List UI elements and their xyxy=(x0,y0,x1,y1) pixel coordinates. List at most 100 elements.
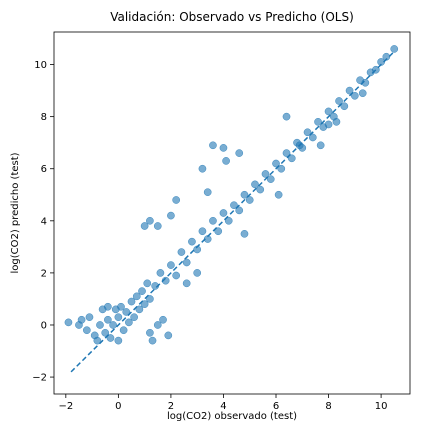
data-point xyxy=(235,149,244,157)
data-point xyxy=(287,154,296,163)
data-point xyxy=(172,196,181,204)
data-point xyxy=(106,334,115,342)
data-point xyxy=(235,206,244,215)
data-point xyxy=(332,118,341,126)
data-point xyxy=(219,144,228,152)
data-point xyxy=(146,216,154,225)
data-point xyxy=(222,157,230,165)
data-point xyxy=(282,112,291,121)
data-point xyxy=(324,120,333,129)
data-point xyxy=(172,271,181,280)
y-axis-label: log(CO2) predicho (test) xyxy=(10,152,21,273)
data-point xyxy=(114,313,123,322)
data-point xyxy=(138,287,146,295)
data-point xyxy=(324,107,333,116)
data-point xyxy=(193,269,202,277)
data-point xyxy=(159,315,167,324)
points-layer xyxy=(64,45,399,345)
data-point xyxy=(132,292,141,301)
data-point xyxy=(101,328,110,337)
data-point xyxy=(119,326,128,335)
data-point xyxy=(104,302,112,311)
y-tick-label: 4 xyxy=(41,216,47,227)
data-point xyxy=(256,185,265,194)
data-point xyxy=(125,318,133,327)
data-point xyxy=(114,336,123,345)
data-point xyxy=(143,279,152,288)
data-point xyxy=(251,180,259,189)
data-point xyxy=(93,336,102,345)
data-point xyxy=(182,258,191,267)
plot-frame xyxy=(53,31,411,395)
data-point xyxy=(314,118,322,126)
data-point xyxy=(64,318,73,327)
data-point xyxy=(167,261,175,269)
data-point xyxy=(153,222,162,230)
data-point xyxy=(85,313,94,322)
data-point xyxy=(198,164,207,173)
x-tick-label: 10 xyxy=(375,401,388,412)
data-point xyxy=(308,133,317,142)
reference-line-layer xyxy=(70,50,395,373)
data-point xyxy=(77,315,86,324)
data-point xyxy=(140,222,149,230)
y-tick-label: 0 xyxy=(41,320,47,331)
x-tick-label: 4 xyxy=(220,401,226,412)
data-point xyxy=(340,102,349,111)
data-point xyxy=(214,227,223,236)
data-point xyxy=(261,170,270,178)
data-point xyxy=(240,229,249,238)
data-point xyxy=(390,45,399,53)
x-axis: −2 0 2 4 6 8 10 xyxy=(58,394,387,412)
data-point xyxy=(122,308,131,316)
data-point xyxy=(209,141,217,150)
y-tick-label: 6 xyxy=(41,164,47,175)
x-axis-label: log(CO2) observado (test) xyxy=(167,411,297,422)
data-point xyxy=(156,269,165,277)
data-point xyxy=(303,128,312,137)
data-point xyxy=(316,141,325,150)
y-tick-label: 10 xyxy=(34,60,47,71)
data-point xyxy=(182,279,191,288)
data-point xyxy=(335,97,343,105)
data-point xyxy=(104,315,112,324)
y-tick-label: −2 xyxy=(32,373,47,384)
chart-title: Validación: Observado vs Predicho (OLS) xyxy=(110,10,354,24)
data-point xyxy=(82,326,91,335)
data-point xyxy=(164,331,173,340)
data-point xyxy=(277,164,286,173)
data-point xyxy=(146,295,154,303)
data-point xyxy=(167,211,175,220)
data-point xyxy=(350,91,359,100)
data-point xyxy=(358,89,367,98)
x-tick-label: 0 xyxy=(115,401,121,412)
data-point xyxy=(245,196,254,204)
data-point xyxy=(198,227,207,236)
x-tick-label: −2 xyxy=(58,401,73,412)
data-point xyxy=(203,188,212,197)
data-point xyxy=(148,336,157,345)
y-tick-label: 2 xyxy=(41,268,47,279)
data-point xyxy=(177,248,186,256)
data-point xyxy=(240,190,249,199)
data-point xyxy=(274,190,283,199)
data-point xyxy=(127,297,136,306)
x-tick-label: 6 xyxy=(273,401,279,412)
data-point xyxy=(266,175,275,183)
data-point xyxy=(188,237,196,246)
data-point xyxy=(96,321,104,329)
data-point xyxy=(140,300,149,308)
x-tick-label: 2 xyxy=(168,401,174,412)
data-point xyxy=(230,201,238,210)
y-axis: −2 0 2 4 6 8 10 xyxy=(32,60,54,384)
data-point xyxy=(109,321,117,329)
x-tick-label: 8 xyxy=(325,401,331,412)
reference-line xyxy=(70,50,395,373)
data-point xyxy=(224,216,233,225)
data-point xyxy=(153,321,162,329)
data-point xyxy=(117,302,125,311)
data-point xyxy=(282,149,291,157)
data-point xyxy=(272,159,280,168)
y-tick-label: 8 xyxy=(41,112,47,123)
